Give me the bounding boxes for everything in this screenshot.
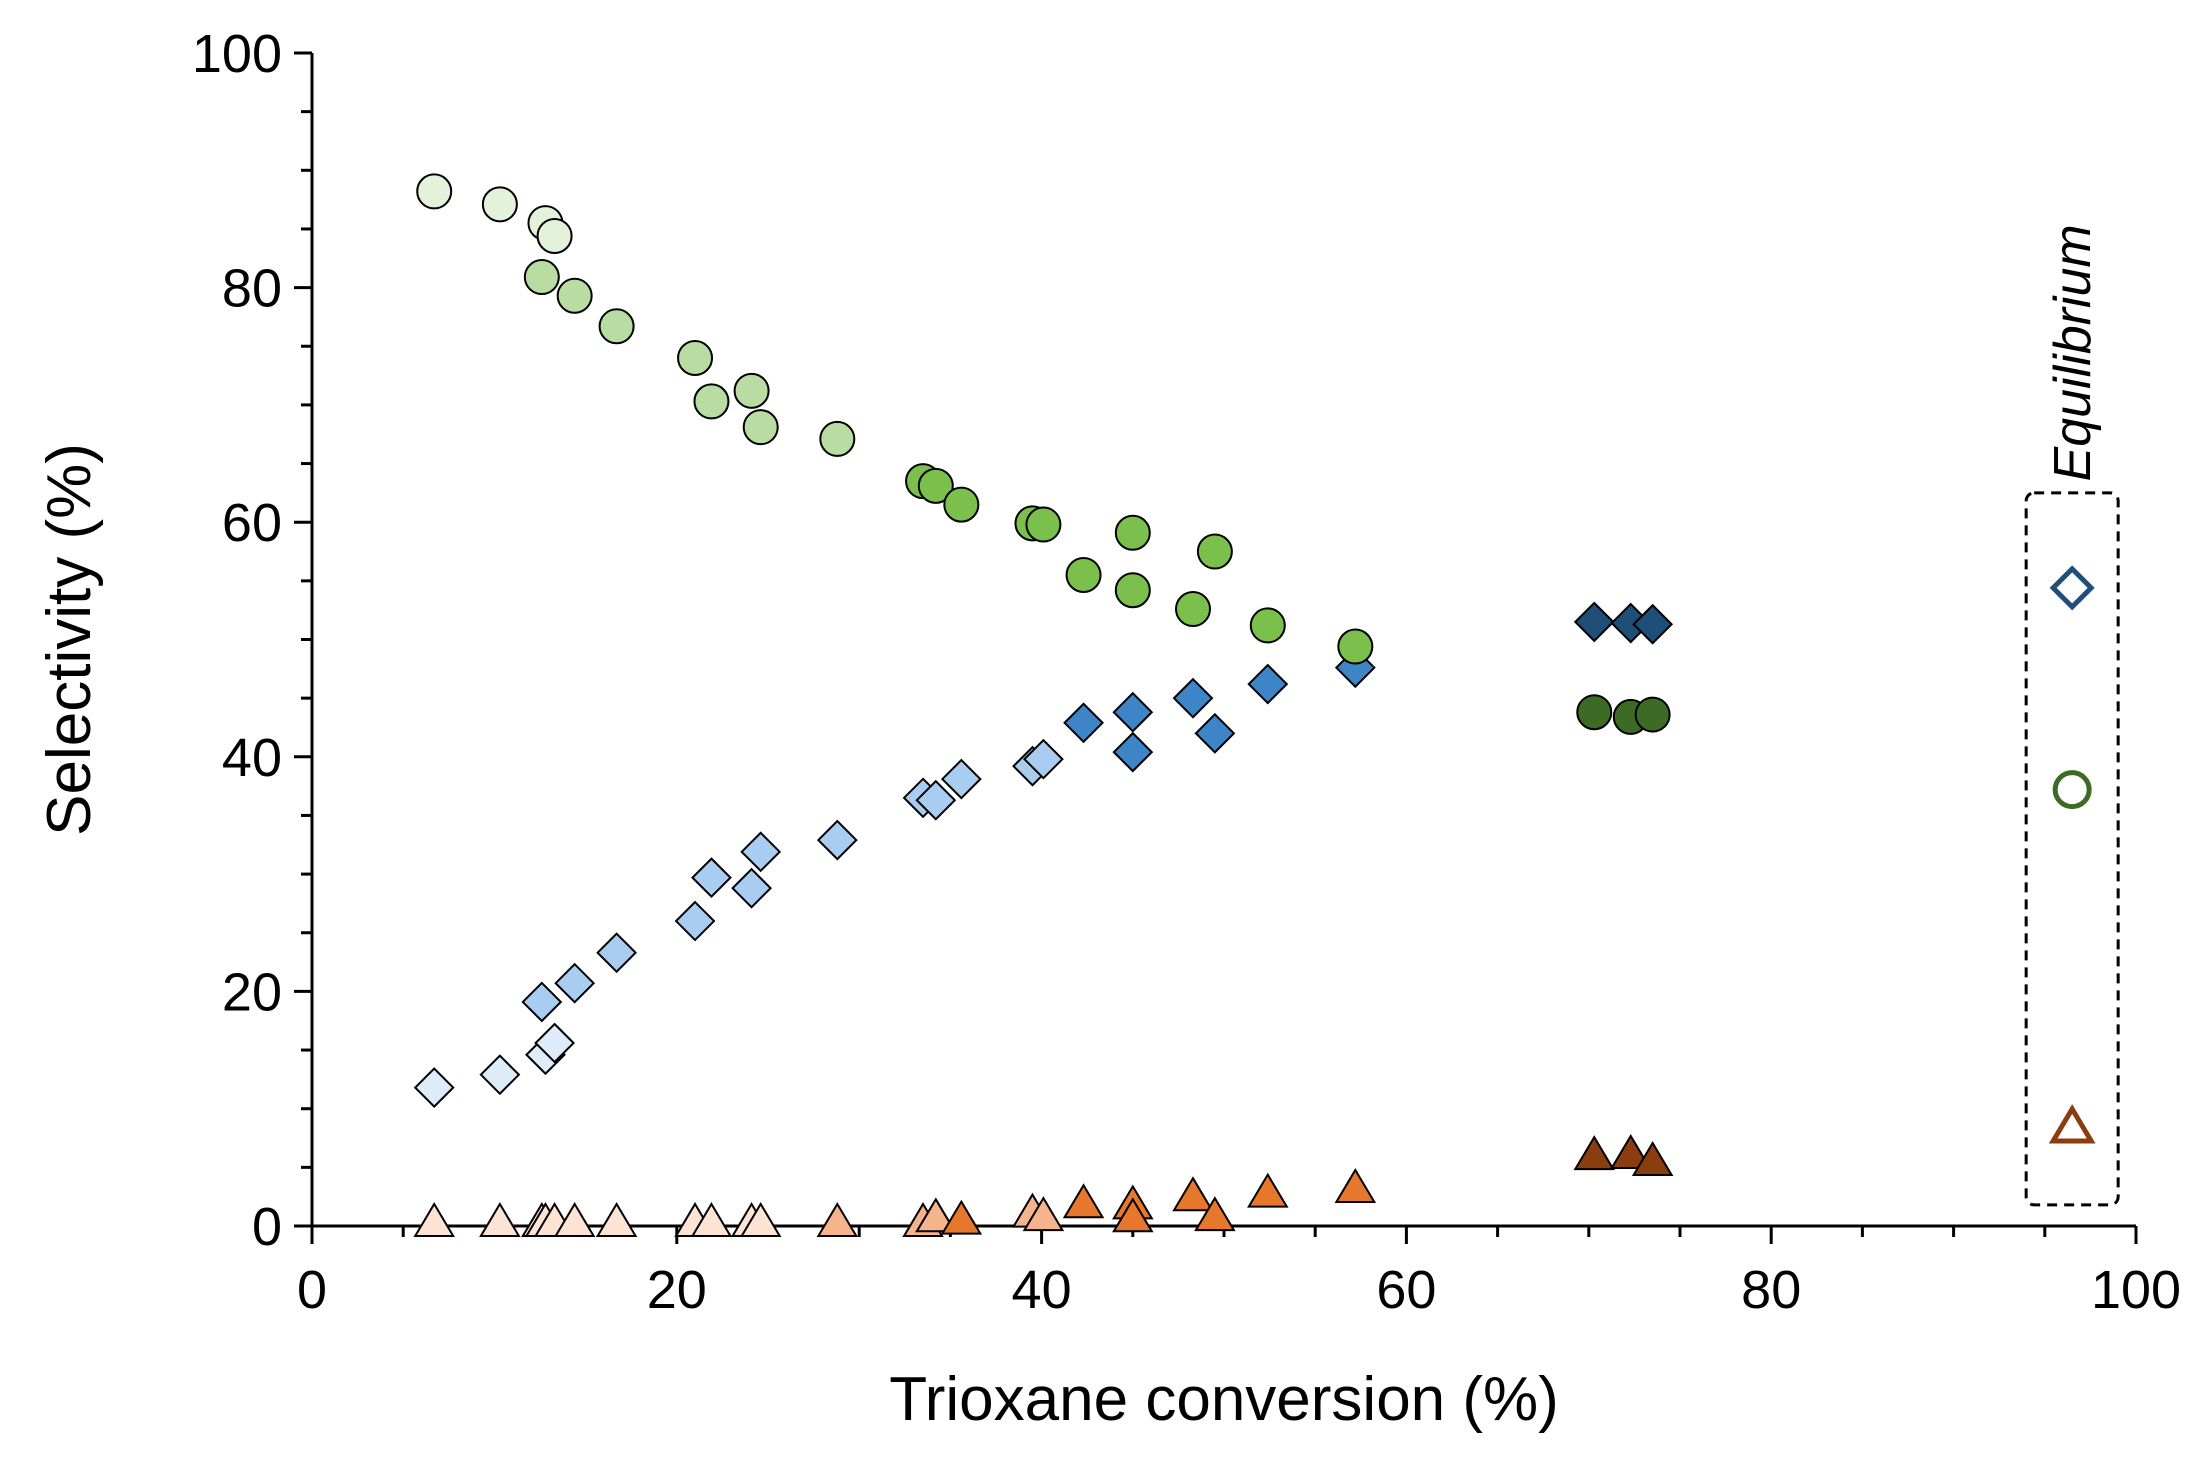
diamond-point [674,900,716,942]
triangle-point [1172,1176,1214,1212]
circle-point [1114,572,1151,609]
x-tick-label: 80 [1741,1260,1801,1320]
circle-point [416,173,453,210]
diamond-point [554,962,596,1004]
diamond-point [1247,663,1289,705]
x-axis-title: Trioxane conversion (%) [889,1365,1559,1434]
y-tick-label: 100 [192,24,282,84]
triangle-point [1062,1183,1105,1219]
circle-point [733,372,770,409]
triangle-point [1631,1141,1674,1177]
diamond-point [479,1054,521,1096]
circle-point [1065,556,1102,593]
equilibrium-diamond-point [2049,565,2095,611]
y-tick-label: 60 [222,493,282,553]
triangle-point [1247,1172,1289,1208]
triangle-point [816,1202,859,1237]
circle-point [677,339,714,376]
diamond-point [1112,731,1154,773]
circle-point [943,486,980,523]
triangle-point [553,1202,596,1237]
circle-point [598,308,635,345]
equilibrium-group [2024,491,2120,1207]
data-marks [413,173,1674,1237]
triangle-point [1334,1168,1377,1203]
diamond-point [1194,712,1236,754]
circle-point [1337,628,1374,665]
diamond-point [1023,738,1064,780]
diamond-point [521,981,563,1023]
circle-point [556,277,593,314]
diamond-point [940,758,982,800]
triangle-point [915,1197,957,1233]
y-tick-label: 20 [222,962,282,1022]
diamond-point [816,819,858,861]
equilibrium-label: Equilibrium [2044,224,2102,481]
axes: 0 20 40 60 80 100 0 20 40 60 80 100 [192,24,2181,1320]
circle-point [1174,591,1211,628]
diamond-point [691,857,732,899]
x-tick-label: 0 [297,1260,327,1320]
diamond-point [915,779,957,821]
diamond-point [731,867,772,909]
diamond-point [596,932,638,974]
diamond-point [1573,601,1615,643]
circle-point [536,217,573,254]
circle-point [742,409,779,446]
circle-point [1249,607,1286,644]
triangle-point [1573,1135,1616,1171]
y-tick-label: 80 [222,259,282,319]
y-axis-title: Selectivity (%) [35,443,104,836]
circle-point [1025,506,1062,543]
diamond-point [1063,702,1104,744]
circle-point [523,259,560,296]
triangle-point [479,1202,521,1237]
triangle-point [413,1202,455,1237]
circle-point [693,383,730,420]
triangle-point [1022,1196,1065,1232]
circle-point [917,467,954,504]
x-tick-label: 100 [2091,1260,2181,1320]
equilibrium-circle-point [2052,770,2092,810]
circle-point [1114,514,1151,551]
equilibrium-box [2024,491,2120,1207]
circle-point [1576,694,1613,731]
y-tick-label: 40 [222,728,282,788]
x-tick-label: 20 [647,1260,707,1320]
x-tick-label: 40 [1012,1260,1072,1320]
triangle-point [690,1202,733,1237]
diamond-point [1112,691,1154,733]
x-tick-label: 60 [1376,1260,1436,1320]
circle-point [481,186,518,223]
circle-point [1196,533,1233,570]
diamond-point [413,1067,455,1109]
diamond-point [1632,603,1674,645]
triangle-point [1609,1134,1652,1169]
diamond-point [740,831,782,873]
diamond-point [534,1022,576,1064]
triangle-point [595,1202,638,1237]
triangle-point [1112,1197,1154,1233]
diamond-point [1172,677,1214,719]
triangle-point [940,1199,983,1235]
triangle-point [739,1202,782,1237]
y-tick-label: 0 [252,1197,282,1257]
circle-point [1634,696,1671,733]
equilibrium-triangle-point [2048,1104,2096,1144]
triangle-point [1194,1196,1236,1232]
circle-point [819,420,856,457]
